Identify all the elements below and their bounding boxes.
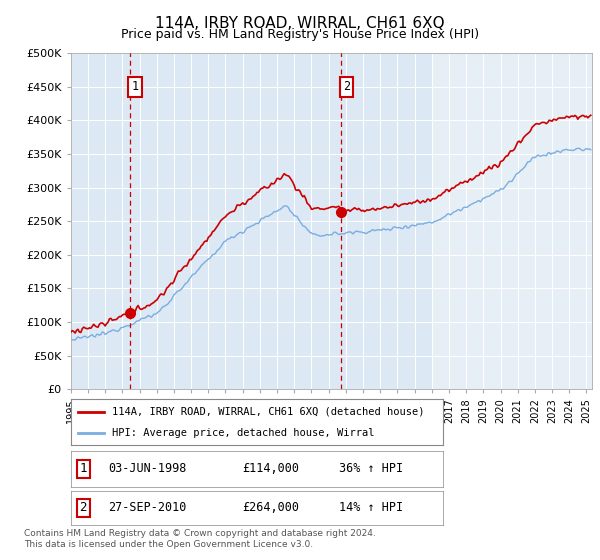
Text: 03-JUN-1998: 03-JUN-1998	[108, 463, 187, 475]
Text: Contains HM Land Registry data © Crown copyright and database right 2024.
This d: Contains HM Land Registry data © Crown c…	[24, 529, 376, 549]
Bar	[432, 53, 592, 389]
Text: 114A, IRBY ROAD, WIRRAL, CH61 6XQ (detached house): 114A, IRBY ROAD, WIRRAL, CH61 6XQ (detac…	[112, 407, 424, 417]
Text: 1: 1	[79, 463, 87, 475]
Text: 2: 2	[343, 80, 350, 94]
Text: £264,000: £264,000	[242, 501, 299, 515]
Text: HPI: Average price, detached house, Wirral: HPI: Average price, detached house, Wirr…	[112, 428, 374, 438]
Text: Price paid vs. HM Land Registry's House Price Index (HPI): Price paid vs. HM Land Registry's House …	[121, 28, 479, 41]
Text: 14% ↑ HPI: 14% ↑ HPI	[338, 501, 403, 515]
Text: 1: 1	[131, 80, 139, 94]
Text: 2: 2	[79, 501, 87, 515]
Text: 27-SEP-2010: 27-SEP-2010	[108, 501, 187, 515]
Text: £114,000: £114,000	[242, 463, 299, 475]
Text: 114A, IRBY ROAD, WIRRAL, CH61 6XQ: 114A, IRBY ROAD, WIRRAL, CH61 6XQ	[155, 16, 445, 31]
Text: 36% ↑ HPI: 36% ↑ HPI	[338, 463, 403, 475]
